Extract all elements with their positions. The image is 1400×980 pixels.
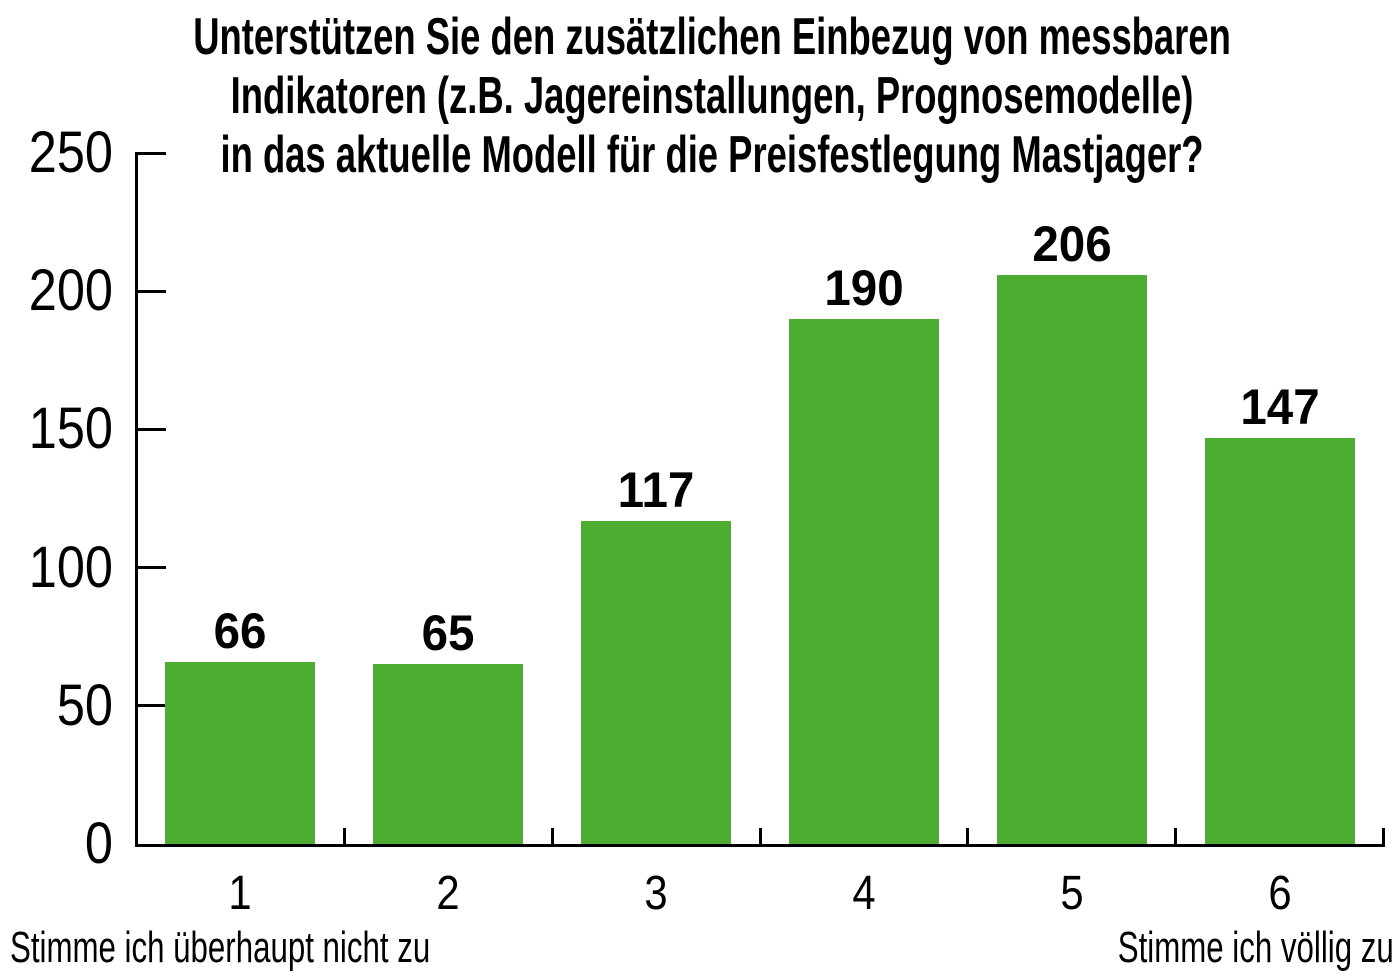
- chart-title-line-1: Unterstützen Sie den zusätzlichen Einbez…: [193, 8, 1231, 66]
- x-axis-left-scale-label: Stimme ich überhaupt nicht zu: [10, 923, 431, 972]
- chart-title: Unterstützen Sie den zusätzlichen Einbez…: [193, 8, 1231, 185]
- y-axis-tick: [135, 704, 166, 708]
- y-axis-tick: [135, 151, 166, 155]
- y-axis-tick: [135, 289, 166, 293]
- bar-value-label: 190: [824, 259, 904, 316]
- bar: [996, 274, 1147, 844]
- y-axis-tick-label: 250: [28, 120, 113, 185]
- x-axis-tick: [1382, 828, 1385, 844]
- y-axis-tick: [135, 427, 166, 431]
- x-tick-label: 3: [644, 867, 668, 920]
- bar-value-label: 147: [1239, 378, 1320, 435]
- bar: [1204, 437, 1355, 844]
- x-axis-tick: [966, 828, 970, 844]
- x-axis-tick: [550, 828, 554, 844]
- x-tick-label: 1: [228, 867, 253, 920]
- bar: [373, 664, 524, 844]
- y-axis-line: [135, 153, 138, 847]
- y-axis-tick-label: 0: [84, 811, 113, 876]
- x-tick-label: 5: [1060, 867, 1084, 920]
- bar-value-label: 117: [617, 461, 695, 518]
- y-axis-tick: [135, 566, 166, 570]
- x-axis-tick: [342, 828, 346, 844]
- y-axis-tick-label: 150: [28, 396, 113, 462]
- y-axis-tick-label: 200: [28, 258, 113, 324]
- y-axis-tick-label: 100: [28, 534, 113, 600]
- x-tick-label: 2: [436, 867, 460, 920]
- bar-value-label: 65: [421, 605, 475, 662]
- chart-title-line-2: Indikatoren (z.B. Jagereinstallungen, Pr…: [230, 67, 1194, 125]
- bar: [788, 318, 939, 844]
- x-tick-label: 4: [852, 867, 876, 920]
- x-axis-tick: [758, 828, 762, 844]
- x-tick-label: 6: [1267, 867, 1292, 920]
- bar-value-label: 66: [213, 602, 267, 659]
- y-axis-tick-label: 50: [56, 672, 113, 738]
- x-axis-line: [135, 844, 1385, 847]
- bar-value-label: 206: [1032, 215, 1112, 272]
- x-axis-tick: [1174, 828, 1178, 844]
- bar: [581, 520, 732, 844]
- bar: [165, 661, 316, 844]
- chart-title-line-3: in das aktuelle Modell für die Preisfest…: [220, 126, 1204, 184]
- x-axis-right-scale-label: Stimme ich völlig zu: [1117, 923, 1394, 972]
